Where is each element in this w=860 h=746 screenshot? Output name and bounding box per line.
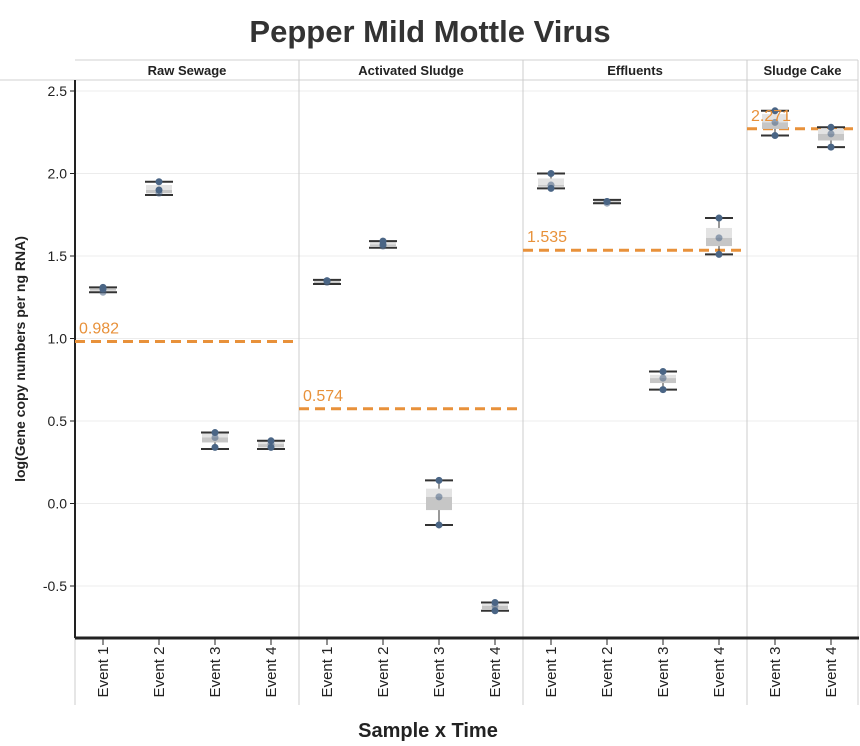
box-upper: [706, 227, 732, 238]
x-tick-label: Event 3: [767, 647, 784, 698]
y-tick-label: -0.5: [43, 578, 67, 594]
data-point: [771, 132, 779, 140]
x-tick-label: Event 1: [543, 647, 560, 698]
data-point: [603, 198, 611, 206]
x-tick-label: Event 2: [375, 647, 392, 698]
data-point: [715, 234, 723, 242]
data-point: [379, 240, 387, 248]
data-point: [491, 602, 499, 610]
x-tick-label: Event 4: [263, 647, 280, 698]
plot-area: Raw Sewage Activated Sludge Effluents Sludg…: [0, 59, 859, 705]
box-lower: [706, 237, 732, 247]
data-point: [491, 607, 499, 615]
x-axis-label: Sample x Time: [358, 720, 498, 742]
panel-header-activated-sludge: Activated Sludge: [358, 63, 463, 78]
panel-header-sludge-cake: Sludge Cake: [763, 63, 841, 78]
x-tick-label: Event 4: [823, 647, 840, 698]
panel-header-effluents: Effluents: [607, 63, 663, 78]
x-tick-label: Event 4: [711, 647, 728, 698]
data-point: [211, 443, 219, 451]
x-tick-label: Event 3: [431, 647, 448, 698]
box-upper: [426, 488, 452, 497]
data-point: [827, 143, 835, 151]
mean-value-label: 0.982: [79, 320, 119, 337]
data-point: [771, 107, 779, 115]
mean-value-label: 1.535: [527, 229, 567, 246]
data-point: [267, 443, 275, 451]
x-tick-label: Event 3: [655, 647, 672, 698]
y-tick-label: 2.5: [48, 83, 68, 99]
data-point: [827, 130, 835, 138]
y-tick-label: 2.0: [48, 166, 68, 182]
data-point: [155, 186, 163, 194]
box-lower: [426, 496, 452, 511]
chart-title: Pepper Mild Mottle Virus: [249, 14, 610, 49]
data-point: [715, 214, 723, 222]
data-point: [99, 283, 107, 291]
y-axis-label: log(Gene copy numbers per ng RNA): [12, 236, 28, 482]
data-point: [99, 288, 107, 296]
mean-value-label: 0.574: [303, 388, 343, 405]
data-point: [547, 170, 555, 177]
data-point: [659, 368, 667, 375]
data-point: [827, 123, 835, 131]
data-point: [211, 434, 219, 441]
x-tick-label: Event 2: [151, 647, 168, 698]
y-tick-label: 0.5: [48, 413, 68, 429]
data-point: [323, 277, 331, 285]
data-point: [435, 521, 443, 529]
box-upper: [762, 114, 788, 123]
data-point: [211, 429, 219, 437]
panel-header-raw-sewage: Raw Sewage: [148, 63, 227, 78]
data-point: [659, 374, 667, 382]
x-tick-label: Event 1: [319, 647, 336, 698]
data-point: [435, 476, 443, 484]
data-point: [715, 250, 723, 258]
data-point: [659, 386, 667, 394]
y-tick-label: 1.5: [48, 248, 68, 264]
x-tick-label: Event 3: [207, 647, 224, 698]
data-point: [155, 178, 163, 186]
x-tick-label: Event 4: [487, 647, 504, 698]
x-tick-label: Event 1: [95, 647, 112, 698]
y-tick-label: 1.0: [48, 331, 68, 347]
mean-value-label: 2.271: [751, 108, 791, 125]
data-point: [771, 118, 779, 126]
x-tick-label: Event 2: [599, 647, 616, 698]
data-point: [435, 493, 443, 501]
y-tick-label: 0.0: [48, 496, 68, 512]
data-point: [547, 184, 555, 192]
